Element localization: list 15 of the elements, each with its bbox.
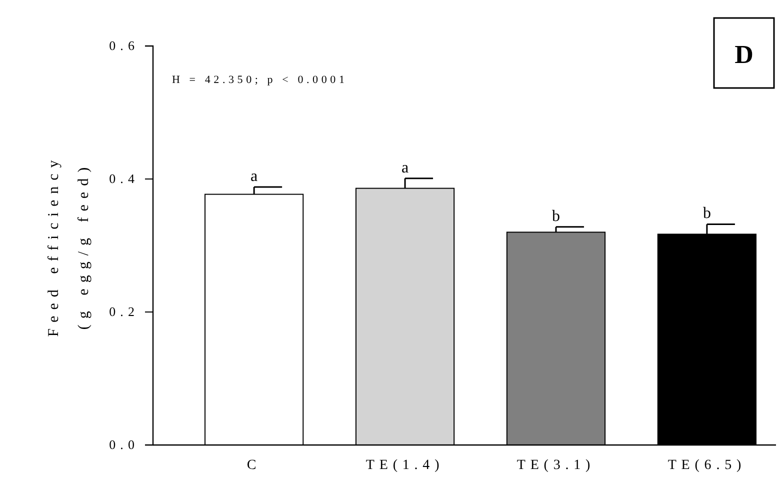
y-axis-title: Feed efficiency (g egg/g feed) (46, 154, 92, 337)
annotation: H = 42.350; p < 0.0001 (172, 74, 348, 86)
annotation: b (702, 205, 711, 222)
annotation: a (250, 168, 258, 185)
x-tick-label: C (246, 458, 262, 473)
annotation: D (734, 40, 754, 69)
x-tick-label: TE(6.5) (668, 458, 746, 473)
y-tick-label: 0.6 (109, 38, 139, 54)
y-tick-label: 0.0 (109, 437, 139, 452)
annotation: b (552, 208, 560, 225)
y-tick-label: 0.4 (109, 171, 139, 186)
x-tick-label: TE(3.1) (516, 458, 596, 473)
y-tick-label: 0.2 (109, 304, 139, 320)
annotation: a (401, 159, 409, 176)
x-tick-label: TE(1.4) (366, 458, 444, 473)
